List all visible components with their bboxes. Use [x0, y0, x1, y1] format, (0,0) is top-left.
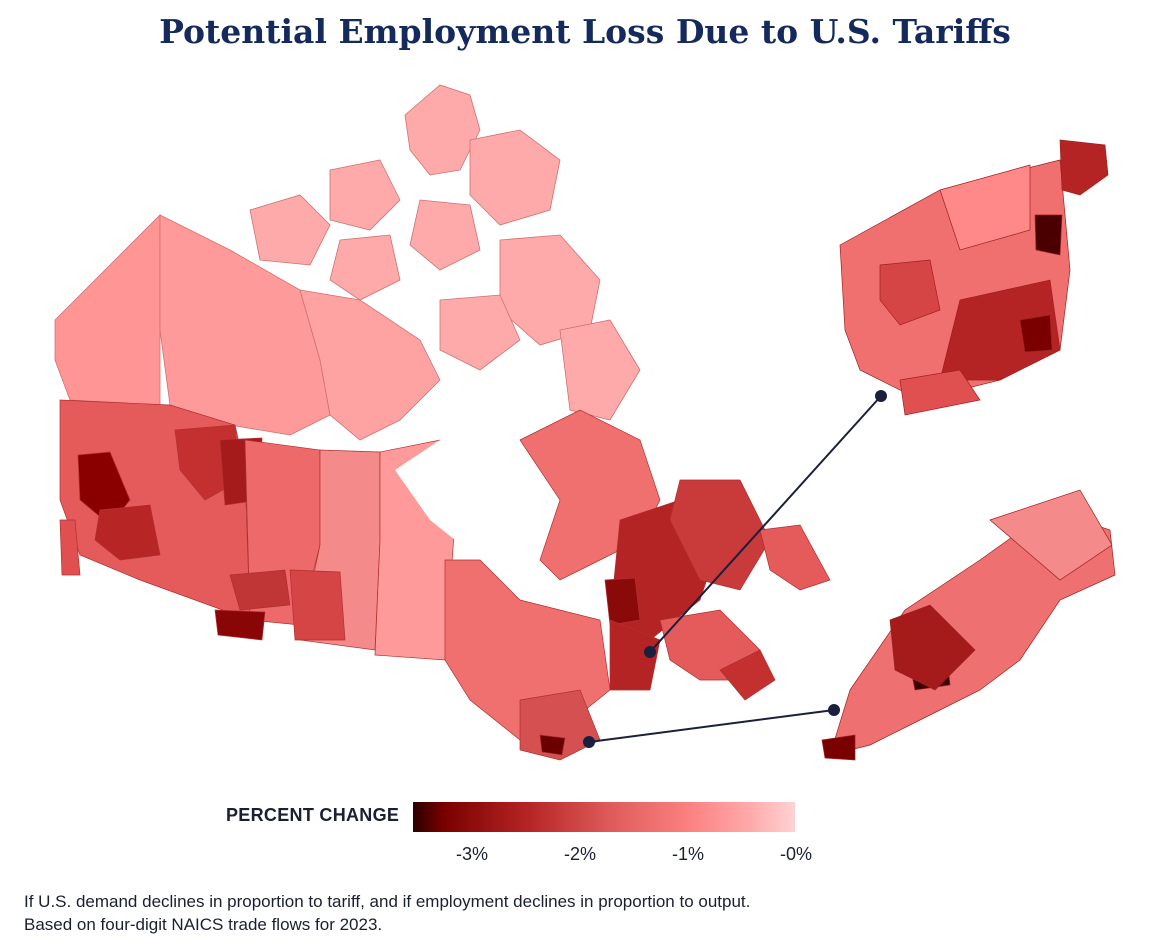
newfoundland-labrador	[669, 479, 831, 591]
legend-tick: -3%	[455, 844, 489, 864]
map-title: Potential Employment Loss Due to U.S. Ta…	[159, 12, 1011, 51]
maritimes	[659, 609, 776, 701]
legend-tick: -2%	[563, 844, 597, 864]
legend-label: PERCENT CHANGE	[226, 805, 400, 825]
footnote-line: Based on four-digit NAICS trade flows fo…	[24, 915, 383, 934]
british-columbia	[59, 399, 263, 621]
callout-ontario	[583, 704, 840, 748]
legend-tick: -0%	[779, 844, 813, 864]
callout-quebec	[644, 390, 887, 658]
quebec-corridor-inset	[839, 139, 1109, 416]
ontario	[444, 559, 611, 761]
legend-tick: -1%	[671, 844, 705, 864]
arctic-islands	[249, 84, 641, 421]
hudson-bay	[395, 420, 560, 600]
northern-territories	[54, 214, 441, 441]
legend-color-scale	[413, 802, 795, 832]
southern-ontario-inset	[821, 489, 1116, 761]
footnote-line: If U.S. demand declines in proportion to…	[24, 892, 751, 911]
